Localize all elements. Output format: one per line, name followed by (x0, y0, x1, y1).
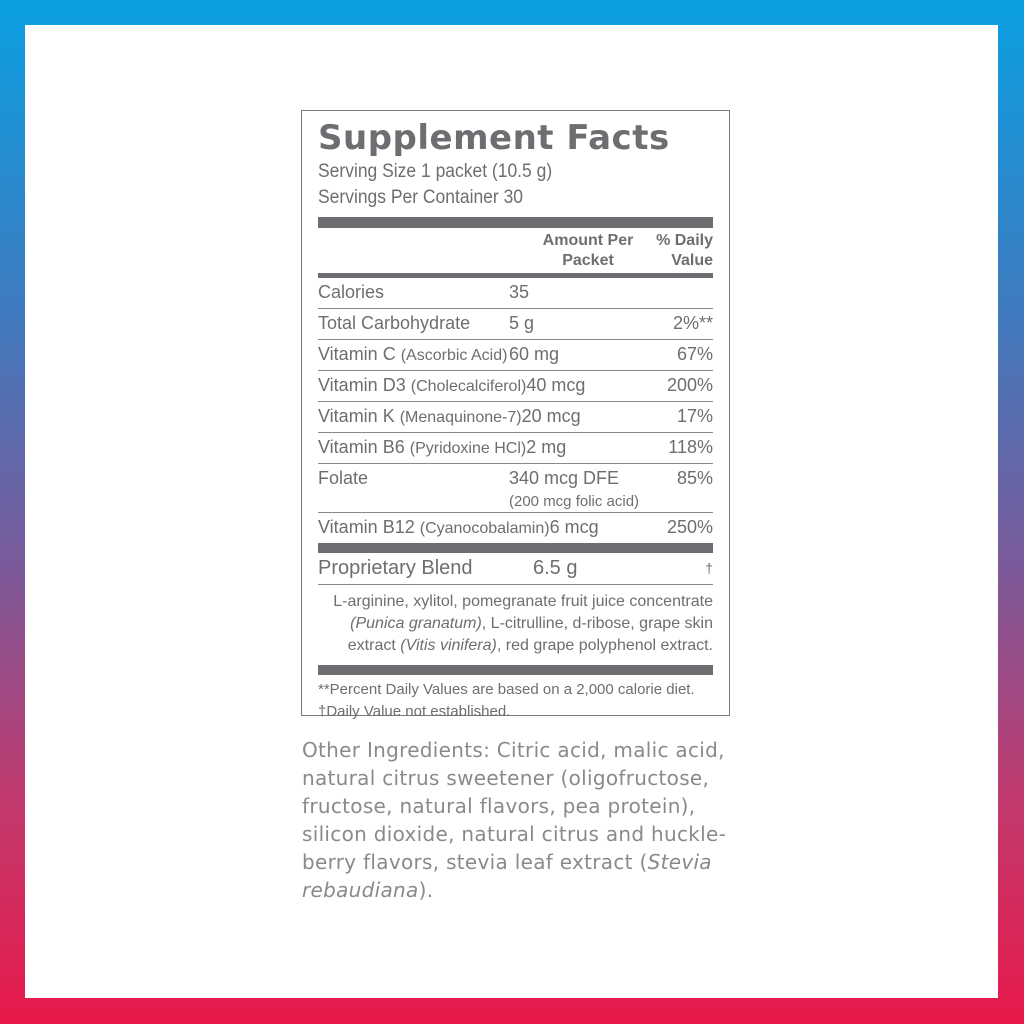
nutrient-label: Vitamin D3 (318, 375, 406, 395)
nutrient-name: Vitamin C (Ascorbic Acid) (318, 340, 509, 370)
nutrient-name: Total Carbohydrate (318, 309, 509, 339)
nutrient-dv: 2%** (672, 313, 713, 333)
nutrient-dv: 118% (668, 437, 713, 457)
nutrient-dv: 17% (676, 406, 713, 426)
blend-dv: † (705, 560, 713, 576)
nutrient-detail: (Ascorbic Acid) (400, 347, 508, 364)
nutrient-detail: (Menaquinone-7) (399, 409, 522, 426)
nutrient-label: Vitamin K (318, 406, 395, 426)
nutrient-name: Folate (318, 464, 509, 512)
panel-title: Supplement Facts (318, 118, 670, 158)
nutrient-row: Vitamin C (Ascorbic Acid) 60 mg 67% (318, 340, 713, 371)
nutrient-amount: 60 mg (509, 340, 649, 370)
divider-thick (318, 217, 713, 228)
nutrient-detail: (Pyridoxine HCl) (409, 440, 527, 457)
nutrient-name: Vitamin K (Menaquinone-7) (318, 402, 522, 432)
nutrient-amount: 6 mcg (550, 513, 662, 543)
blend-name: Proprietary Blend (318, 557, 473, 579)
amount-value: 340 mcg DFE (509, 468, 620, 488)
other-ingredients-end: ). (418, 878, 434, 902)
servings-per-container: Servings Per Container 30 (318, 187, 524, 208)
ingredient-segment: (Vitis vinifera) (400, 637, 497, 654)
serving-size: Serving Size 1 packet (10.5 g) (318, 161, 553, 182)
divider-thick (318, 543, 713, 553)
nutrient-row: Calories 35 (318, 278, 713, 309)
amount-value: 6 mcg (549, 517, 599, 537)
nutrient-dv: 67% (676, 344, 713, 364)
amount-value: 40 mcg (526, 375, 586, 395)
dv-header-line1: % Daily (656, 231, 713, 249)
nutrient-amount: 5 g (509, 309, 649, 339)
amount-sub: (200 mcg folic acid) (509, 493, 640, 510)
nutrient-label: Total Carbohydrate (318, 313, 471, 333)
amount-value: 60 mg (509, 344, 560, 364)
nutrient-row: Vitamin B12 (Cyanocobalamin) 6 mcg 250% (318, 513, 713, 543)
nutrient-label: Vitamin B6 (318, 437, 405, 457)
blend-ingredients: L-arginine, xylitol, pomegranate fruit j… (318, 585, 713, 665)
ingredient-segment: , L-citrulline, d-ribose, grape skin ext… (347, 615, 713, 654)
nutrient-row: Vitamin K (Menaquinone-7) 20 mcg 17% (318, 402, 713, 433)
nutrient-label: Folate (318, 468, 369, 488)
nutrient-row: Folate 340 mcg DFE (200 mcg folic acid) 8… (318, 464, 713, 513)
footnotes: **Percent Daily Values are based on a 2,… (318, 675, 713, 723)
nutrient-amount: 20 mcg (522, 402, 653, 432)
amount-header: Amount Per Packet (535, 231, 641, 271)
amount-value: 5 g (509, 313, 535, 333)
nutrient-dv: 200% (666, 375, 713, 395)
nutrient-amount: 2 mg (526, 433, 654, 463)
other-ingredients: Other Ingredients: Citric acid, malic ac… (302, 736, 742, 904)
nutrient-row: Vitamin D3 (Cholecalciferol) 40 mcg 200% (318, 371, 713, 402)
amount-header-line2: Packet (562, 251, 614, 269)
nutrient-amount: 35 (509, 278, 649, 308)
dv-header: % Daily Value (641, 231, 713, 271)
nutrient-amount: 40 mcg (526, 371, 654, 401)
amount-value: 35 (509, 282, 530, 302)
nutrient-detail: (Cholecalciferol) (410, 378, 527, 395)
divider-thick (318, 665, 713, 675)
nutrient-name: Vitamin D3 (Cholecalciferol) (318, 371, 526, 401)
dv-header-line2: Value (671, 251, 713, 269)
nutrient-dv (649, 278, 713, 308)
nutrient-row: Total Carbohydrate 5 g 2%** (318, 309, 713, 340)
nutrient-dv: 250% (666, 517, 713, 537)
ingredient-segment: (Punica granatum) (350, 615, 482, 632)
footnote-dv: **Percent Daily Values are based on a 2,… (318, 681, 695, 698)
amount-header-line1: Amount Per (542, 231, 634, 249)
footnote-dagger: †Daily Value not established. (318, 703, 511, 720)
ingredient-segment: L-arginine, xylitol, pomegranate fruit j… (333, 593, 713, 610)
other-ingredients-text: Other Ingredients: Citric acid, malic ac… (302, 738, 727, 874)
supplement-facts-panel: Supplement Facts Serving Size 1 packet (… (301, 110, 730, 720)
nutrient-name: Vitamin B6 (Pyridoxine HCl) (318, 433, 526, 463)
nutrient-amount: 340 mcg DFE (200 mcg folic acid) (509, 464, 649, 512)
nutrient-table: Calories 35 Total Carbohydrate 5 g 2%** V… (318, 278, 713, 543)
blend-amount: 6.5 g (533, 557, 578, 579)
white-background (25, 25, 998, 998)
other-ingredients-italic: Stevia rebaudiana (302, 850, 712, 902)
nutrient-label: Vitamin B12 (318, 517, 415, 537)
nutrient-detail: (Cyanocobalamin) (419, 520, 550, 537)
nutrient-name: Vitamin B12 (Cyanocobalamin) (318, 513, 550, 543)
nutrient-label: Vitamin C (318, 344, 396, 364)
proprietary-blend-row: Proprietary Blend 6.5 g † (318, 553, 713, 585)
nutrient-label: Calories (318, 282, 385, 302)
nutrient-name: Calories (318, 278, 509, 308)
nutrient-row: Vitamin B6 (Pyridoxine HCl) 2 mg 118% (318, 433, 713, 464)
ingredient-segment: , red grape polyphenol extract. (496, 637, 713, 654)
amount-value: 2 mg (526, 437, 567, 457)
amount-value: 20 mcg (521, 406, 581, 426)
nutrient-dv: 85% (676, 468, 713, 488)
column-header: Amount Per Packet % Daily Value (318, 228, 713, 278)
